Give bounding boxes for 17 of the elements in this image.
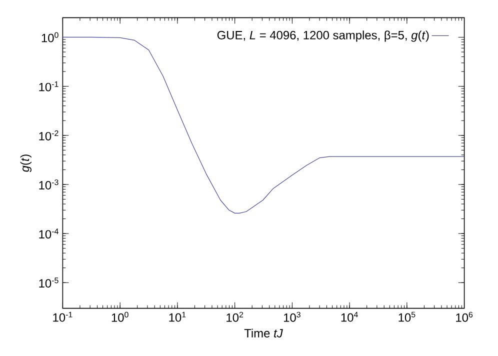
x-tick-label: 10$^{6}$ — [456, 312, 473, 322]
y-tick-label: 10$^{-3}$ — [39, 179, 58, 190]
y-tick-label: 10$^{-2}$ — [39, 130, 58, 140]
y-axis-title: g(t) — [20, 154, 32, 172]
x-tick-label: 10$^{5}$ — [398, 312, 416, 322]
y-tick-label: 10$^{-4}$ — [39, 228, 58, 239]
y-tick-label: 10$^{-1}$ — [39, 81, 58, 92]
y-tick-label: 10$^{-5}$ — [39, 278, 58, 288]
x-tick-label: 10$^{0}$ — [112, 312, 128, 322]
y-tick-label: 10$^{0}$ — [42, 32, 58, 42]
x-tick-label: 10$^{4}$ — [341, 312, 358, 322]
x-tick-label: 10$^{3}$ — [284, 312, 300, 322]
legend-label: GUE, L = 4096, 1200 samples, β=5, g(t) — [217, 30, 429, 42]
x-tick-label: 10$^{2}$ — [226, 312, 244, 322]
x-axis-title: Time tJ — [244, 328, 283, 338]
x-tick-label: 10$^{-1}$ — [53, 312, 72, 322]
x-tick-label: 10$^{1}$ — [169, 312, 186, 322]
